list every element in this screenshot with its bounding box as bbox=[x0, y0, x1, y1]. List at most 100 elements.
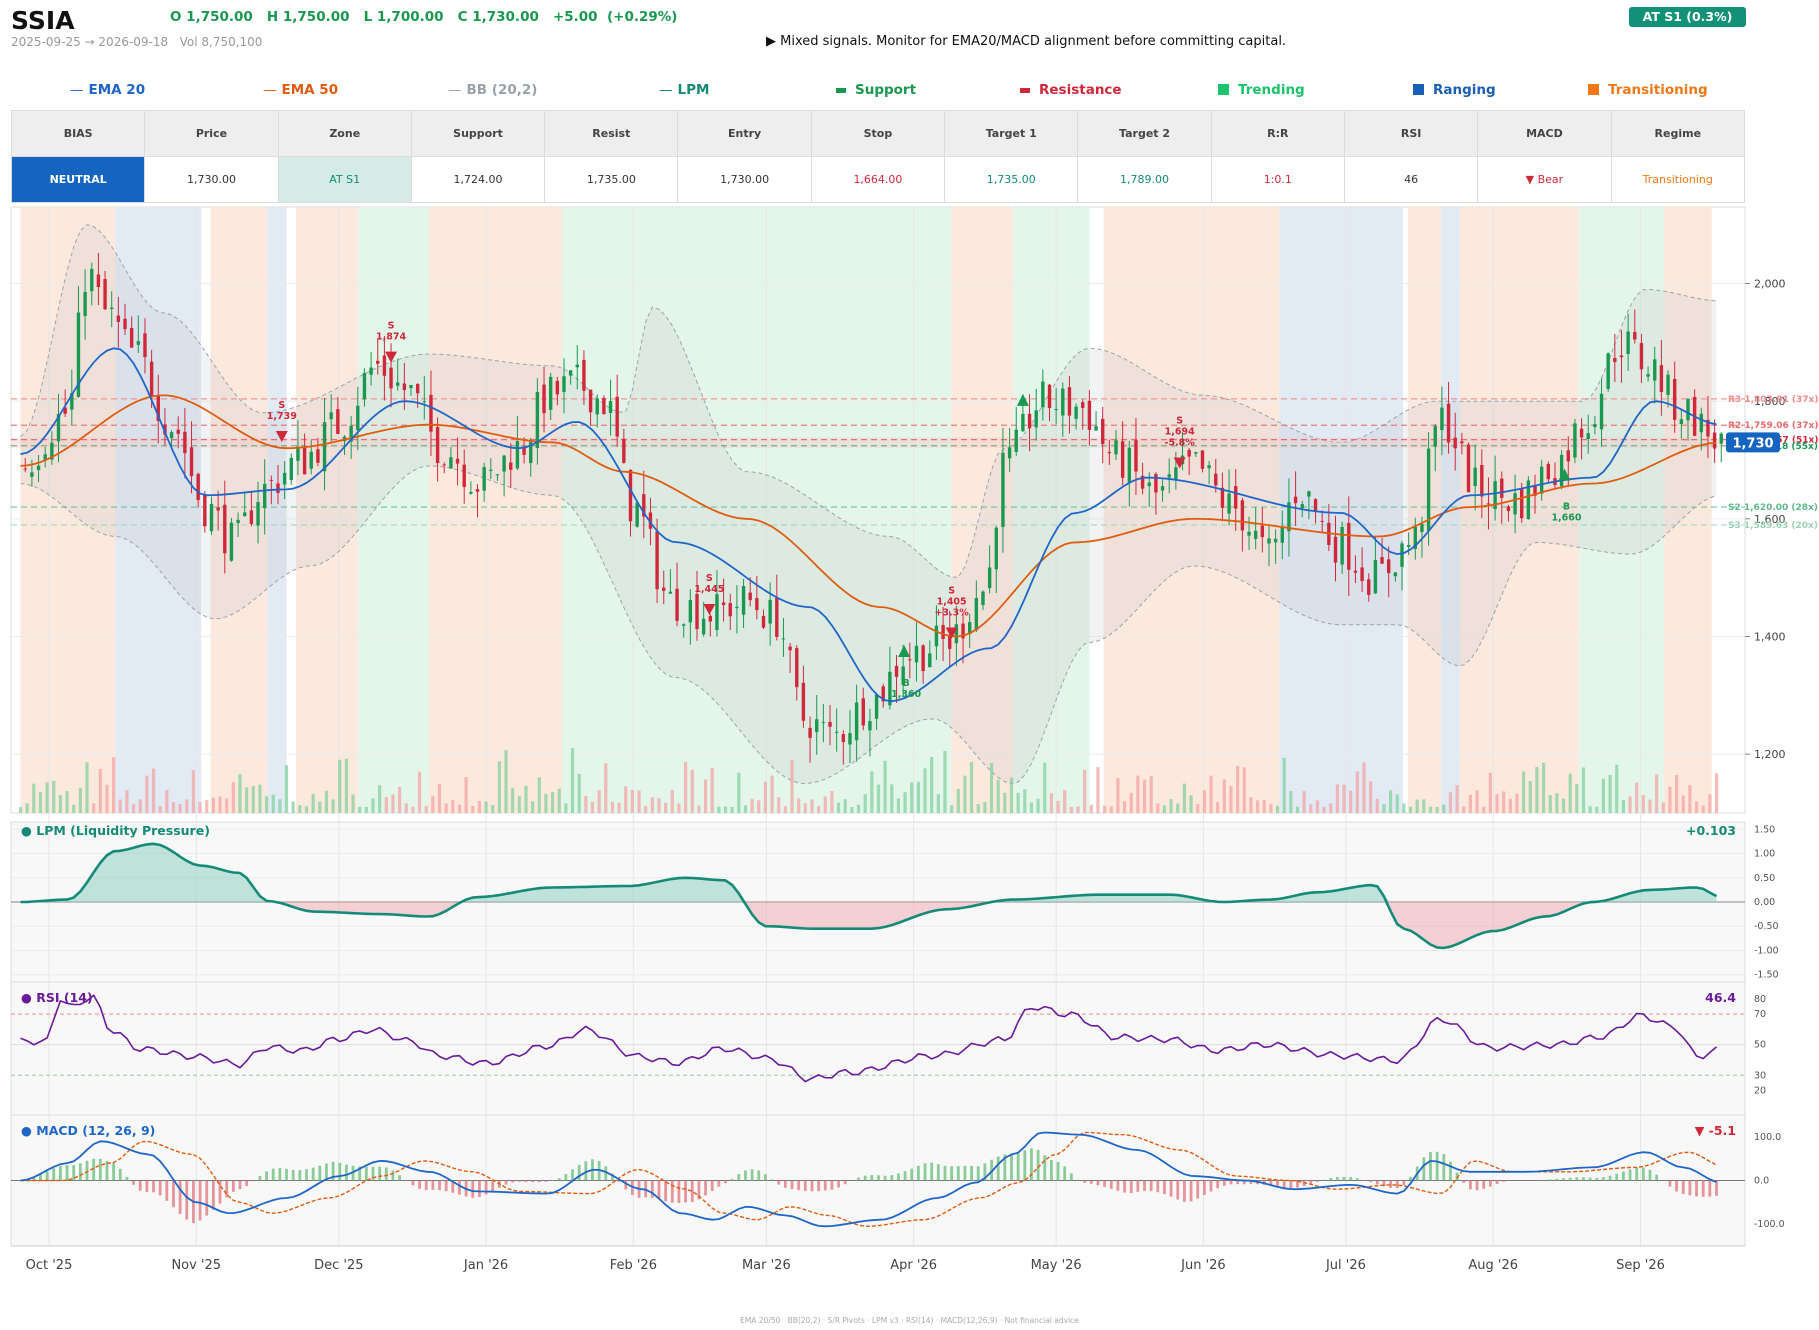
candle-body bbox=[1480, 464, 1484, 497]
candle-body bbox=[1466, 444, 1471, 493]
macd-hist-bar bbox=[1542, 1179, 1545, 1181]
candle-body bbox=[502, 455, 506, 472]
legend-item-trending[interactable]: Trending bbox=[1218, 82, 1305, 98]
macd-hist-bar bbox=[790, 1180, 794, 1190]
macd-hist-bar bbox=[1276, 1180, 1279, 1187]
candle-body bbox=[302, 446, 307, 475]
volume-bar bbox=[1714, 773, 1719, 813]
volume-bar bbox=[1402, 803, 1406, 813]
legend-item-support[interactable]: Support bbox=[836, 82, 916, 98]
macd-hist-bar bbox=[245, 1180, 249, 1187]
candle-body bbox=[1273, 538, 1278, 543]
cell-macd: ▼ Bear bbox=[1477, 156, 1612, 203]
candle-body bbox=[1579, 428, 1584, 438]
macd-hist-bar bbox=[45, 1171, 49, 1181]
macd-hist-bar bbox=[1296, 1180, 1299, 1188]
volume-bar bbox=[983, 802, 987, 813]
candle-body bbox=[828, 721, 832, 727]
legend-item-resistance[interactable]: Resistance bbox=[1020, 82, 1122, 98]
macd-hist-bar bbox=[1681, 1180, 1685, 1194]
macd-hist-bar bbox=[544, 1180, 548, 1182]
candle-body bbox=[1513, 493, 1517, 515]
macd-hist-bar bbox=[1136, 1180, 1140, 1192]
candle-body bbox=[622, 438, 626, 463]
volume-bar bbox=[1302, 791, 1306, 813]
candle-body bbox=[908, 659, 912, 661]
macd-hist-bar bbox=[39, 1174, 42, 1181]
volume-bar bbox=[836, 802, 841, 813]
macd-hist-bar bbox=[52, 1168, 56, 1181]
legend-item-ranging[interactable]: Ranging bbox=[1413, 82, 1496, 98]
volume-bar bbox=[324, 790, 329, 813]
legend-item-bb-20-2[interactable]: — BB (20,2) bbox=[448, 82, 537, 98]
volume-bar bbox=[1688, 785, 1692, 813]
volume-bar bbox=[1242, 767, 1246, 813]
candle-body bbox=[914, 645, 919, 663]
macd-hist-bar bbox=[1562, 1178, 1565, 1181]
candle-body bbox=[648, 512, 653, 529]
candle-body bbox=[462, 464, 466, 487]
col-header-bias: BIAS bbox=[10, 110, 146, 157]
volume-bar bbox=[610, 801, 615, 813]
signal-label: 1,405 bbox=[937, 597, 967, 608]
candle-body bbox=[1160, 486, 1165, 491]
price-tick-label: 2,000 bbox=[1754, 277, 1786, 290]
candle-body bbox=[668, 591, 673, 594]
candle-body bbox=[183, 431, 187, 454]
candle-body bbox=[529, 441, 533, 464]
legend-item-ema-50[interactable]: — EMA 50 bbox=[263, 82, 338, 98]
candle-body bbox=[1127, 447, 1132, 484]
macd-hist-bar bbox=[265, 1171, 268, 1181]
volume-bar bbox=[431, 796, 435, 813]
volume-bar bbox=[1362, 762, 1366, 813]
volume-bar bbox=[411, 806, 415, 813]
candle-body bbox=[509, 462, 513, 470]
macd-hist-bar bbox=[98, 1158, 102, 1181]
candle-body bbox=[1134, 440, 1138, 472]
volume-bar bbox=[178, 804, 182, 813]
sell-signal-marker bbox=[275, 431, 288, 443]
candle-body bbox=[788, 646, 792, 651]
volume-bar bbox=[85, 762, 89, 813]
volume-bar bbox=[597, 790, 601, 813]
legend-item-lpm[interactable]: — LPM bbox=[659, 82, 709, 98]
lpm-tick-label: 0.50 bbox=[1754, 873, 1775, 884]
legend-item-transitioning[interactable]: Transitioning bbox=[1588, 82, 1708, 98]
signal-label: B bbox=[903, 678, 910, 689]
volume-bar bbox=[1342, 784, 1346, 813]
volume-bar bbox=[843, 799, 847, 813]
macd-hist-bar bbox=[358, 1166, 362, 1181]
volume-bar bbox=[298, 805, 302, 813]
macd-hist-bar bbox=[1369, 1180, 1373, 1183]
candle-body bbox=[1506, 506, 1511, 512]
volume-bar bbox=[810, 799, 814, 813]
legend-item-ema-20[interactable]: — EMA 20 bbox=[70, 82, 145, 98]
candle-body bbox=[50, 442, 54, 460]
macd-hist-bar bbox=[1063, 1166, 1067, 1181]
ticker-symbol: SSIA bbox=[11, 6, 75, 35]
candle-body bbox=[1633, 331, 1637, 340]
macd-hist-bar bbox=[285, 1168, 288, 1181]
macd-hist-bar bbox=[717, 1180, 721, 1187]
macd-hist-bar bbox=[923, 1163, 927, 1181]
ohlc-readout: O 1,750.00 H 1,750.00 L 1,700.00 C 1,730… bbox=[170, 9, 678, 25]
macd-hist-bar bbox=[1242, 1180, 1246, 1185]
macd-hist-bar bbox=[92, 1158, 96, 1181]
macd-hist-bar bbox=[1196, 1180, 1200, 1199]
candle-body bbox=[63, 407, 67, 414]
lpm-line bbox=[20, 842, 1718, 950]
macd-hist-bar bbox=[1455, 1172, 1459, 1181]
macd-hist-bar bbox=[504, 1180, 508, 1185]
macd-hist-bar bbox=[132, 1180, 135, 1185]
volume-bar bbox=[1116, 778, 1120, 813]
macd-hist-bar bbox=[118, 1168, 122, 1181]
volume-bar bbox=[364, 806, 368, 813]
candle-body bbox=[562, 376, 566, 392]
volume-bar bbox=[1249, 797, 1253, 813]
volume-bar bbox=[165, 789, 169, 813]
candle-body bbox=[1114, 440, 1118, 455]
candle-body bbox=[1320, 520, 1324, 522]
candle-body bbox=[1340, 526, 1344, 565]
legend-swatch bbox=[1413, 84, 1424, 95]
volume-bar bbox=[517, 796, 521, 813]
